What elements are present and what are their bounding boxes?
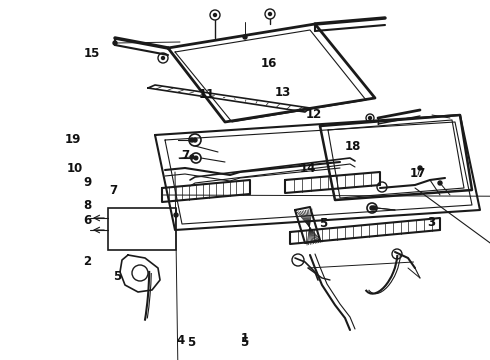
Circle shape [113,41,117,45]
Text: 6: 6 [83,214,91,227]
Text: 9: 9 [83,176,91,189]
Text: 18: 18 [344,140,361,153]
Text: 4: 4 [176,334,184,347]
Circle shape [368,117,371,120]
Text: 3: 3 [427,216,435,229]
Circle shape [174,213,178,217]
Text: 1: 1 [241,332,249,345]
Text: 14: 14 [299,162,316,175]
Circle shape [372,206,376,210]
Circle shape [190,155,194,159]
Text: 7: 7 [181,149,189,162]
Circle shape [370,206,374,210]
Text: 5: 5 [240,336,248,349]
Text: 16: 16 [260,57,277,69]
Text: 13: 13 [275,86,292,99]
Text: 19: 19 [64,133,81,146]
Circle shape [162,57,165,59]
Text: 8: 8 [83,199,91,212]
Circle shape [418,166,422,170]
Text: 12: 12 [305,108,322,121]
Text: 17: 17 [409,167,426,180]
Text: 5: 5 [114,270,122,283]
Circle shape [243,35,247,39]
Circle shape [214,14,217,17]
Text: 11: 11 [198,88,215,101]
Circle shape [194,156,198,160]
Text: 10: 10 [66,162,83,175]
Text: 5: 5 [187,336,195,349]
Text: 5: 5 [319,217,327,230]
Bar [108,208,176,250]
Circle shape [269,13,271,15]
Text: 15: 15 [84,47,100,60]
Circle shape [438,181,442,185]
Circle shape [193,138,197,142]
Text: 7: 7 [110,184,118,197]
Text: 2: 2 [83,255,91,268]
Circle shape [190,138,194,142]
